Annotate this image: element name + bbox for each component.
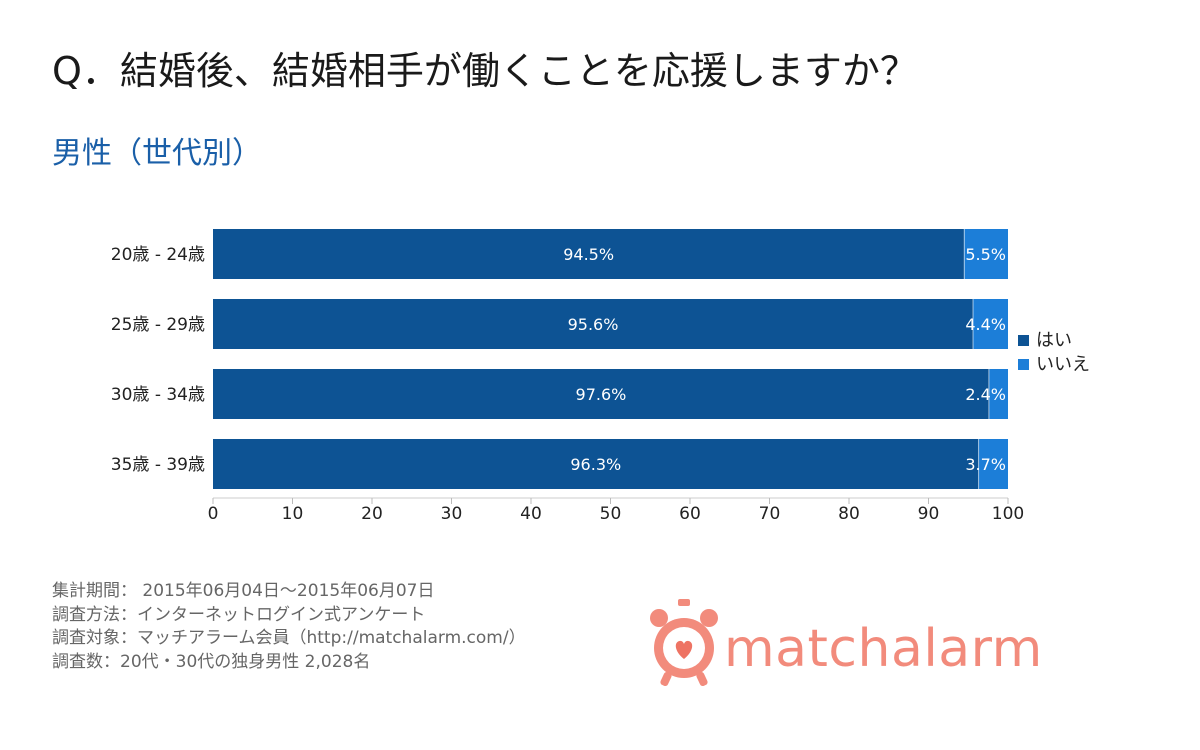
survey-target: 調査対象：マッチアラーム会員（http://matchalarm.com/） <box>52 628 526 648</box>
data-label: 3.7% <box>965 455 1006 474</box>
logo-text-alarm: alarm <box>890 619 1043 679</box>
bar-yes <box>213 439 979 489</box>
bar-no <box>964 229 1008 279</box>
x-tick-label: 80 <box>838 504 860 524</box>
category-label: 35歳 - 39歳 <box>111 455 205 475</box>
bar-no <box>988 369 1008 419</box>
data-label: 5.5% <box>965 245 1006 264</box>
legend-swatch <box>1018 335 1029 346</box>
x-tick-label: 30 <box>441 504 463 524</box>
x-tick-label: 60 <box>679 504 701 524</box>
bar-yes <box>213 369 989 419</box>
legend-label: はい <box>1036 330 1072 351</box>
data-label: 94.5% <box>563 245 614 264</box>
question-title: Q．結婚後、結婚相手が働くことを応援しますか？ <box>52 49 918 93</box>
survey-method: 調査方法：インターネットログイン式アンケート <box>52 604 426 625</box>
logo-text-match: match <box>724 619 891 679</box>
category-label: 20歳 - 24歳 <box>111 245 205 265</box>
x-tick-label: 50 <box>600 504 622 524</box>
x-tick-label: 90 <box>918 504 940 524</box>
bar-no <box>978 439 1008 489</box>
x-tick-label: 10 <box>282 504 304 524</box>
data-label: 95.6% <box>568 315 619 334</box>
x-tick-label: 0 <box>208 504 219 524</box>
survey-info: 集計期間： 2015年06月04日～2015年06月07日 調査方法：インターネ… <box>52 580 526 674</box>
stacked-bar-chart: 0 10 20 30 40 50 60 70 80 90 100 20歳 - 24歳 94.5% 5.5%… <box>111 229 1090 524</box>
data-label: 2.4% <box>965 385 1006 404</box>
alarm-clock-icon <box>650 599 718 687</box>
data-label: 96.3% <box>570 455 621 474</box>
category-label: 25歳 - 29歳 <box>111 315 205 335</box>
data-label: 97.6% <box>576 385 627 404</box>
brand-logo: matchalarm <box>724 623 1043 675</box>
bar-yes <box>213 229 965 279</box>
legend-swatch <box>1018 359 1029 370</box>
x-tick-label: 70 <box>759 504 781 524</box>
x-tick-label: 100 <box>992 504 1024 524</box>
chart-subtitle: 男性（世代別） <box>52 136 262 171</box>
survey-period: 集計期間： 2015年06月04日～2015年06月07日 <box>52 581 435 601</box>
x-tick-label: 20 <box>361 504 383 524</box>
survey-count: 調査数：20代・30代の独身男性 2,028名 <box>52 651 371 672</box>
category-label: 30歳 - 34歳 <box>111 385 205 405</box>
x-tick-label: 40 <box>520 504 542 524</box>
data-label: 4.4% <box>965 315 1006 334</box>
bar-no <box>973 299 1008 349</box>
bar-yes <box>213 299 974 349</box>
legend-label: いいえ <box>1036 354 1090 375</box>
